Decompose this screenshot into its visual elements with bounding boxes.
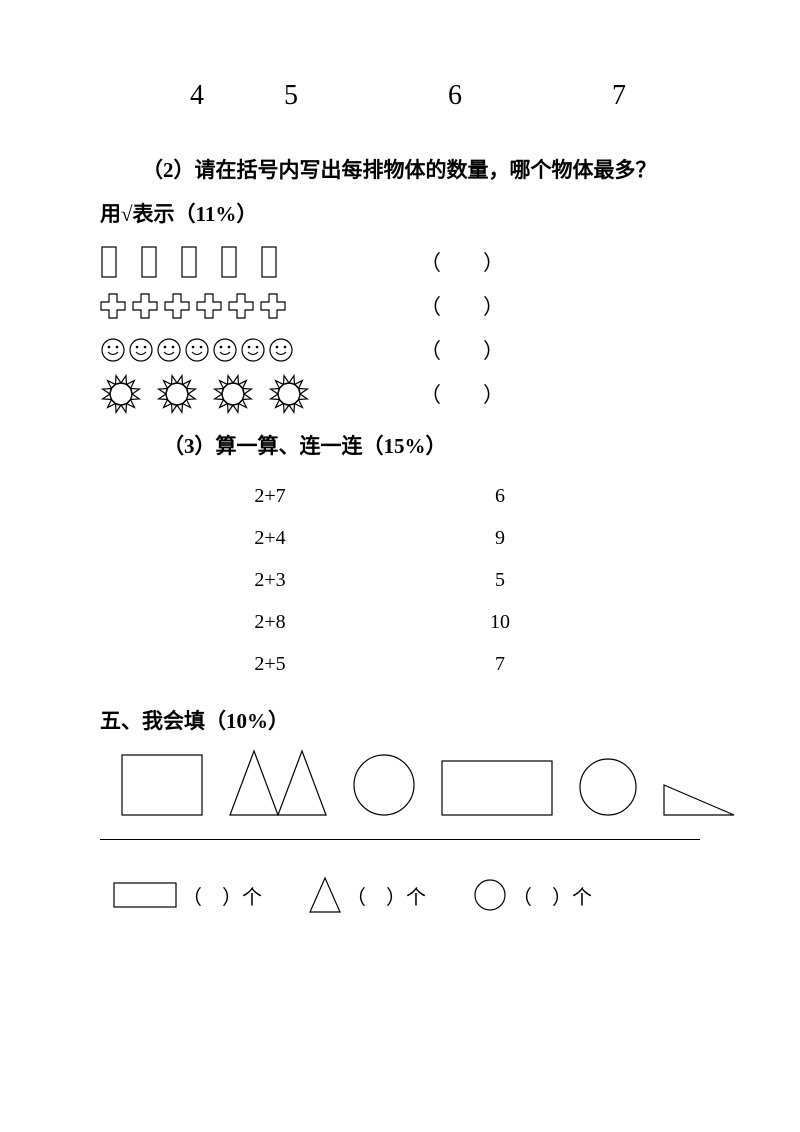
plus-icon	[132, 293, 158, 319]
match-answer: 7	[370, 643, 600, 685]
answer-brackets[interactable]: （ ）	[420, 379, 504, 409]
fill-group: （ ）个	[308, 876, 426, 914]
plus-icon	[100, 293, 126, 319]
match-answer: 5	[370, 559, 600, 601]
count-row: （ ）	[100, 240, 700, 284]
count-row: （ ）	[100, 328, 700, 372]
match-row: 2+35	[100, 559, 700, 601]
right-tri-icon	[662, 783, 736, 817]
square-icon	[120, 753, 204, 817]
small-circ-icon	[472, 877, 508, 913]
smiley-icon	[128, 337, 154, 363]
sun-icon	[156, 373, 198, 415]
count-row: （ ）	[100, 372, 700, 416]
sun-icon	[268, 373, 310, 415]
sec5-fill-row: （ ）个 （ ）个 （ ）个	[100, 876, 700, 914]
smiley-icon	[100, 337, 126, 363]
match-row: 2+57	[100, 643, 700, 685]
circle-icon	[578, 757, 638, 817]
match-expression: 2+5	[100, 643, 370, 685]
triangle-icon	[228, 749, 280, 817]
sec5-title: 五、我会填（10%）	[100, 705, 700, 735]
smiley-icon	[184, 337, 210, 363]
rect-tall-icon-group	[100, 245, 420, 279]
answer-brackets[interactable]: （ ）	[420, 247, 504, 277]
rect-tall-icon	[140, 245, 158, 279]
top-number: 6	[448, 80, 462, 112]
sec5-divider	[100, 839, 700, 840]
fill-blank[interactable]: （ ）个	[512, 881, 592, 910]
sun-icon	[100, 373, 142, 415]
match-row: 2+76	[100, 475, 700, 517]
plus-icon	[196, 293, 222, 319]
top-number: 7	[612, 80, 626, 112]
match-answer: 6	[370, 475, 600, 517]
count-row: （ ）	[100, 284, 700, 328]
fill-group: （ ）个	[472, 877, 592, 913]
top-number-row: 4 5 6 7	[100, 80, 700, 112]
plus-icon	[228, 293, 254, 319]
match-answer: 9	[370, 517, 600, 559]
match-row: 2+810	[100, 601, 700, 643]
q3-title: （3）算一算、连一连（15%）	[100, 428, 700, 466]
match-expression: 2+3	[100, 559, 370, 601]
match-row: 2+49	[100, 517, 700, 559]
answer-brackets[interactable]: （ ）	[420, 335, 504, 365]
smiley-icon-group	[100, 337, 420, 363]
small-rect-icon	[112, 881, 178, 909]
smiley-icon	[156, 337, 182, 363]
q2-rows: （ ） （ ） （ ） （ ）	[100, 240, 700, 416]
q3-pairs: 2+762+492+352+8102+57	[100, 475, 700, 685]
smiley-icon	[240, 337, 266, 363]
sun-icon-group	[100, 373, 420, 415]
q2-line1: （2）请在括号内写出每排物体的数量，哪个物体最多？	[100, 152, 700, 190]
smiley-icon	[212, 337, 238, 363]
top-number: 4	[190, 80, 204, 112]
rect-tall-icon	[220, 245, 238, 279]
match-expression: 2+4	[100, 517, 370, 559]
match-answer: 10	[370, 601, 600, 643]
smiley-icon	[268, 337, 294, 363]
small-tri-icon	[308, 876, 342, 914]
match-expression: 2+7	[100, 475, 370, 517]
match-expression: 2+8	[100, 601, 370, 643]
rect-tall-icon	[100, 245, 118, 279]
fill-blank[interactable]: （ ）个	[182, 881, 262, 910]
wide-rect-icon	[440, 759, 554, 817]
plus-icon	[164, 293, 190, 319]
q2-line2: 用√表示（11%）	[100, 196, 700, 234]
answer-brackets[interactable]: （ ）	[420, 291, 504, 321]
triangle-icon	[276, 749, 328, 817]
fill-group: （ ）个	[112, 881, 262, 910]
sec5-shape-strip	[100, 749, 700, 829]
sun-icon	[212, 373, 254, 415]
rect-tall-icon	[260, 245, 278, 279]
rect-tall-icon	[180, 245, 198, 279]
plus-icon	[260, 293, 286, 319]
plus-icon-group	[100, 293, 420, 319]
top-number: 5	[284, 80, 298, 112]
fill-blank[interactable]: （ ）个	[346, 881, 426, 910]
circle-icon	[352, 753, 416, 817]
